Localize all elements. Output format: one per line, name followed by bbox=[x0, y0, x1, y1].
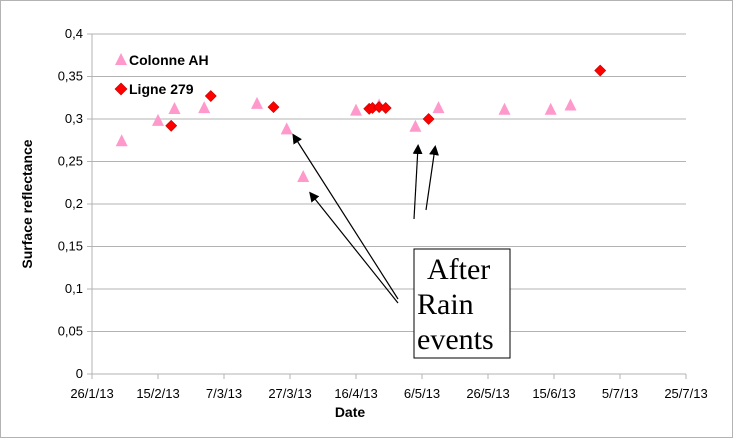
annotation-line-3: events bbox=[417, 323, 494, 356]
y-tick-label: 0,1 bbox=[65, 281, 83, 296]
y-tick-label: 0 bbox=[76, 366, 83, 381]
y-tick-label: 0,05 bbox=[58, 324, 83, 339]
point-colonne-ah bbox=[297, 169, 310, 182]
point-ligne-279 bbox=[594, 64, 607, 77]
x-tick-label: 25/7/13 bbox=[664, 386, 707, 401]
y-tick-label: 0,2 bbox=[65, 196, 83, 211]
x-tick-label: 16/4/13 bbox=[334, 386, 377, 401]
y-tick-label: 0,35 bbox=[58, 69, 83, 84]
grid-lines bbox=[87, 33, 686, 375]
point-colonne-ah bbox=[544, 102, 557, 115]
point-colonne-ah bbox=[251, 96, 263, 109]
data-points bbox=[115, 64, 607, 182]
annotation-arrow bbox=[412, 144, 423, 220]
y-tick-labels: 0 0,05 0,1 0,15 0,2 0,25 0,3 0,35 0,4 bbox=[58, 26, 83, 381]
annotation-arrow bbox=[292, 133, 399, 300]
annotation-arrow bbox=[309, 191, 399, 304]
annotation-group: After Rain events bbox=[292, 133, 511, 359]
point-ligne-279 bbox=[165, 119, 178, 132]
x-tick-label: 26/5/13 bbox=[466, 386, 509, 401]
point-ligne-279 bbox=[422, 113, 435, 125]
point-colonne-ah bbox=[115, 134, 128, 147]
point-colonne-ah bbox=[198, 101, 211, 114]
point-colonne-ah bbox=[280, 122, 293, 135]
y-tick-label: 0,15 bbox=[58, 239, 83, 254]
point-colonne-ah bbox=[152, 113, 164, 126]
legend-label-ligne-279: Ligne 279 bbox=[129, 81, 194, 97]
x-axis-title: Date bbox=[335, 404, 366, 420]
x-tick-label: 15/2/13 bbox=[136, 386, 179, 401]
legend-marker-ligne-279 bbox=[114, 82, 128, 96]
y-tick-label: 0,4 bbox=[65, 26, 83, 41]
y-axis-title: Surface reflectance bbox=[19, 139, 35, 268]
annotation-arrow bbox=[425, 145, 439, 211]
legend-label-colonne-ah: Colonne AH bbox=[129, 52, 209, 68]
axes bbox=[87, 34, 687, 379]
x-tick-label: 6/5/13 bbox=[404, 386, 440, 401]
point-colonne-ah bbox=[498, 102, 511, 115]
point-colonne-ah bbox=[350, 103, 362, 116]
y-tick-label: 0,3 bbox=[65, 111, 83, 126]
x-tick-label: 26/1/13 bbox=[70, 386, 113, 401]
legend: Colonne AH Ligne 279 bbox=[114, 52, 209, 97]
y-tick-label: 0,25 bbox=[58, 154, 83, 169]
point-ligne-279 bbox=[204, 90, 217, 102]
point-colonne-ah bbox=[409, 119, 422, 132]
point-ligne-279 bbox=[267, 101, 280, 114]
annotation-box bbox=[413, 248, 511, 359]
annotation-line-1: After bbox=[427, 253, 490, 286]
x-tick-label: 5/7/13 bbox=[602, 386, 638, 401]
x-tick-label: 15/6/13 bbox=[532, 386, 575, 401]
point-colonne-ah bbox=[168, 101, 181, 114]
x-tick-label: 27/3/13 bbox=[268, 386, 311, 401]
x-tick-label: 7/3/13 bbox=[206, 386, 242, 401]
legend-marker-colonne-ah bbox=[115, 53, 127, 65]
point-colonne-ah bbox=[432, 101, 445, 114]
point-colonne-ah bbox=[564, 98, 577, 111]
x-tick-labels: 26/1/13 15/2/13 7/3/13 27/3/13 16/4/13 6/5/13… bbox=[70, 386, 707, 401]
annotation-line-2: Rain bbox=[417, 288, 474, 321]
point-ligne-279 bbox=[379, 102, 392, 114]
